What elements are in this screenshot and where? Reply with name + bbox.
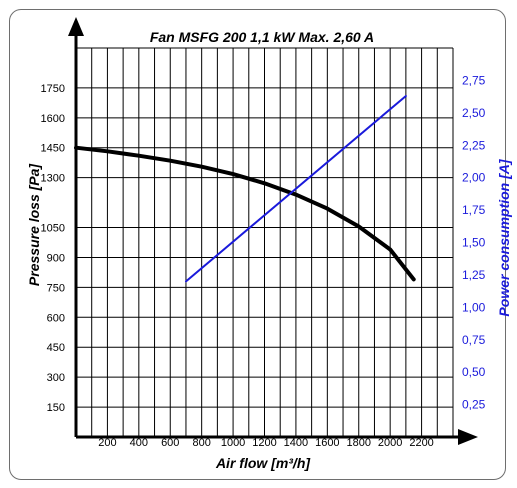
x-tick-label: 2200 xyxy=(409,437,433,449)
x-tick-label: 200 xyxy=(98,437,116,449)
x-tick-label: 600 xyxy=(161,437,179,449)
y2-tick-label: 0,50 xyxy=(462,365,486,379)
y2-tick-label: 0,75 xyxy=(462,333,486,347)
y-tick-label: 1300 xyxy=(41,173,65,185)
y-tick-label: 450 xyxy=(47,342,65,354)
y2-tick-label: 2,00 xyxy=(462,171,486,185)
x-tick-label: 1000 xyxy=(221,437,245,449)
y2-tick-label: 2,50 xyxy=(462,106,486,120)
y2-tick-label: 1,00 xyxy=(462,300,486,314)
x-tick-label: 1200 xyxy=(252,437,276,449)
y-tick-label: 1600 xyxy=(41,113,65,125)
x-tick-label: 400 xyxy=(130,437,148,449)
pressure-loss-curve xyxy=(74,145,416,282)
axes xyxy=(68,17,478,445)
x-axis-arrow xyxy=(458,429,478,445)
y-tick-label: 900 xyxy=(47,252,65,264)
y2-tick-label: 1,50 xyxy=(462,236,486,250)
x-tick-labels: 200 400 600 800 1000 1200 1400 1600 1800 2000 2200 xyxy=(98,437,434,449)
y-tick-label: 1750 xyxy=(41,83,65,95)
y2-tick-label: 0,25 xyxy=(462,398,486,412)
x-tick-label: 1600 xyxy=(315,437,339,449)
x-tick-label: 800 xyxy=(192,437,210,449)
x-tick-label: 2000 xyxy=(378,437,402,449)
y-tick-label: 150 xyxy=(47,402,65,414)
y-tick-label: 1450 xyxy=(41,143,65,155)
x-tick-label: 1400 xyxy=(284,437,308,449)
y2-tick-labels: 0,25 0,50 0,75 1,00 1,25 1,50 1,75 2,00 2,25 2,50… xyxy=(462,73,486,411)
y2-tick-label: 1,25 xyxy=(462,268,486,282)
data-series xyxy=(74,95,416,283)
y-axis-title: Pressure loss [Pa] xyxy=(26,163,42,287)
y-tick-label: 600 xyxy=(47,312,65,324)
y-tick-labels: 150 300 450 600 750 900 1050 1300 1450 1600 1750 xyxy=(41,83,65,414)
power-consumption-line xyxy=(185,95,407,283)
y2-axis-title: Power consumption [A] xyxy=(496,158,512,316)
y2-tick-label: 1,75 xyxy=(462,203,486,217)
y-axis-arrow xyxy=(68,17,84,36)
y2-tick-label: 2,25 xyxy=(462,138,486,152)
y-tick-label: 750 xyxy=(47,282,65,294)
x-axis-title: Air flow [m³/h] xyxy=(215,455,311,471)
y2-tick-label: 2,75 xyxy=(462,73,486,87)
x-tick-label: 1800 xyxy=(347,437,371,449)
y-tick-label: 1050 xyxy=(41,223,65,235)
chart-title: Fan MSFG 200 1,1 kW Max. 2,60 A xyxy=(150,29,374,45)
y-tick-label: 300 xyxy=(47,372,65,384)
grid-lines xyxy=(76,47,454,437)
